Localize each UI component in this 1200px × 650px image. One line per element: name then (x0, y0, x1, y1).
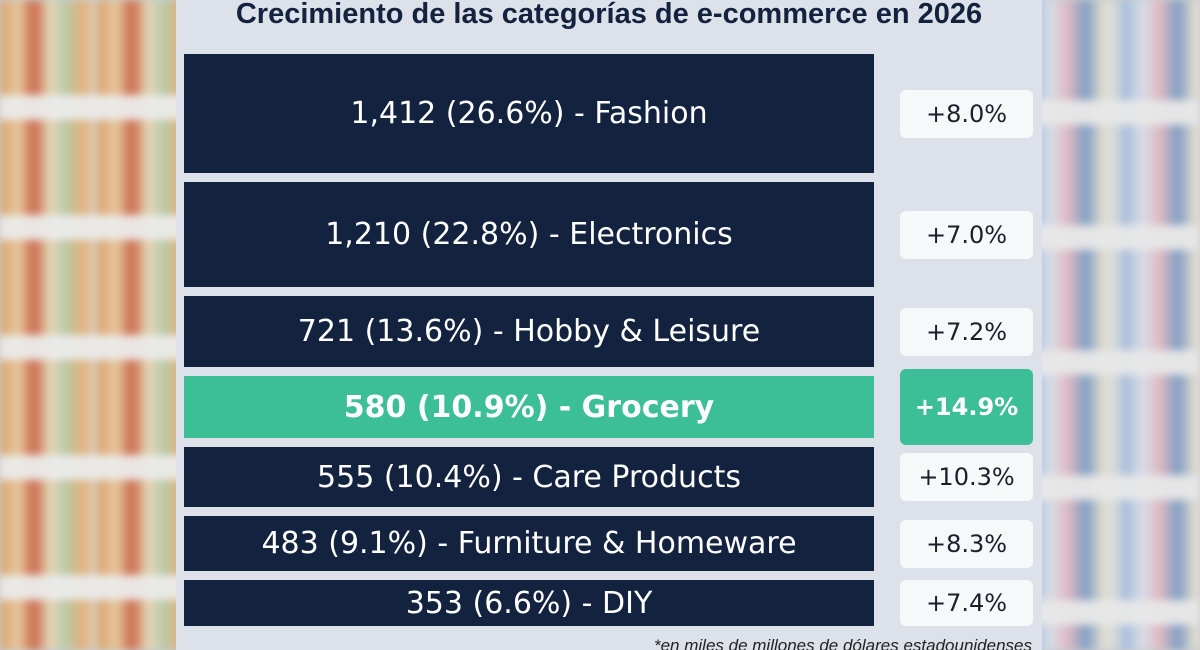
bar-label: 1,412 (26.6%) - Fashion (350, 96, 708, 131)
bar-hobby-leisure: 721 (13.6%) - Hobby & Leisure (184, 296, 874, 367)
bar-label: 1,210 (22.8%) - Electronics (325, 217, 733, 252)
bar-electronics: 1,210 (22.8%) - Electronics (184, 182, 874, 287)
growth-label: +14.9% (914, 393, 1019, 421)
growth-label: +7.2% (925, 318, 1008, 346)
bar-fashion: 1,412 (26.6%) - Fashion (184, 54, 874, 173)
shelf-background-left (0, 0, 190, 650)
growth-badge: +14.9% (900, 369, 1033, 445)
chart-footnote: *en miles de millones de dólares estadou… (653, 636, 1032, 650)
growth-label: +7.4% (925, 589, 1008, 617)
growth-label: +10.3% (918, 463, 1015, 491)
bar-care-products: 555 (10.4%) - Care Products (184, 447, 874, 507)
growth-badge: +7.0% (900, 211, 1033, 259)
growth-label: +8.3% (925, 530, 1008, 558)
shelf-background-right (1030, 0, 1200, 650)
bar-label: 483 (9.1%) - Furniture & Homeware (261, 526, 797, 561)
chart-panel: Crecimiento de las categorías de e-comme… (176, 0, 1042, 650)
bar-furniture-homeware: 483 (9.1%) - Furniture & Homeware (184, 516, 874, 571)
growth-badge: +8.0% (900, 90, 1033, 138)
growth-badge: +8.3% (900, 520, 1033, 568)
bar-label: 721 (13.6%) - Hobby & Leisure (297, 314, 761, 349)
bar-grocery: 580 (10.9%) - Grocery (184, 376, 874, 438)
bar-label: 353 (6.6%) - DIY (405, 585, 653, 621)
growth-badge: +7.4% (900, 580, 1033, 626)
growth-label: +8.0% (925, 100, 1008, 128)
growth-badge: +10.3% (900, 453, 1033, 501)
growth-badge: +7.2% (900, 308, 1033, 356)
chart-title: Crecimiento de las categorías de e-comme… (235, 0, 983, 30)
bar-diy: 353 (6.6%) - DIY (184, 580, 874, 626)
bar-label: 580 (10.9%) - Grocery (343, 389, 715, 425)
bar-label: 555 (10.4%) - Care Products (317, 459, 741, 495)
growth-label: +7.0% (925, 221, 1008, 249)
